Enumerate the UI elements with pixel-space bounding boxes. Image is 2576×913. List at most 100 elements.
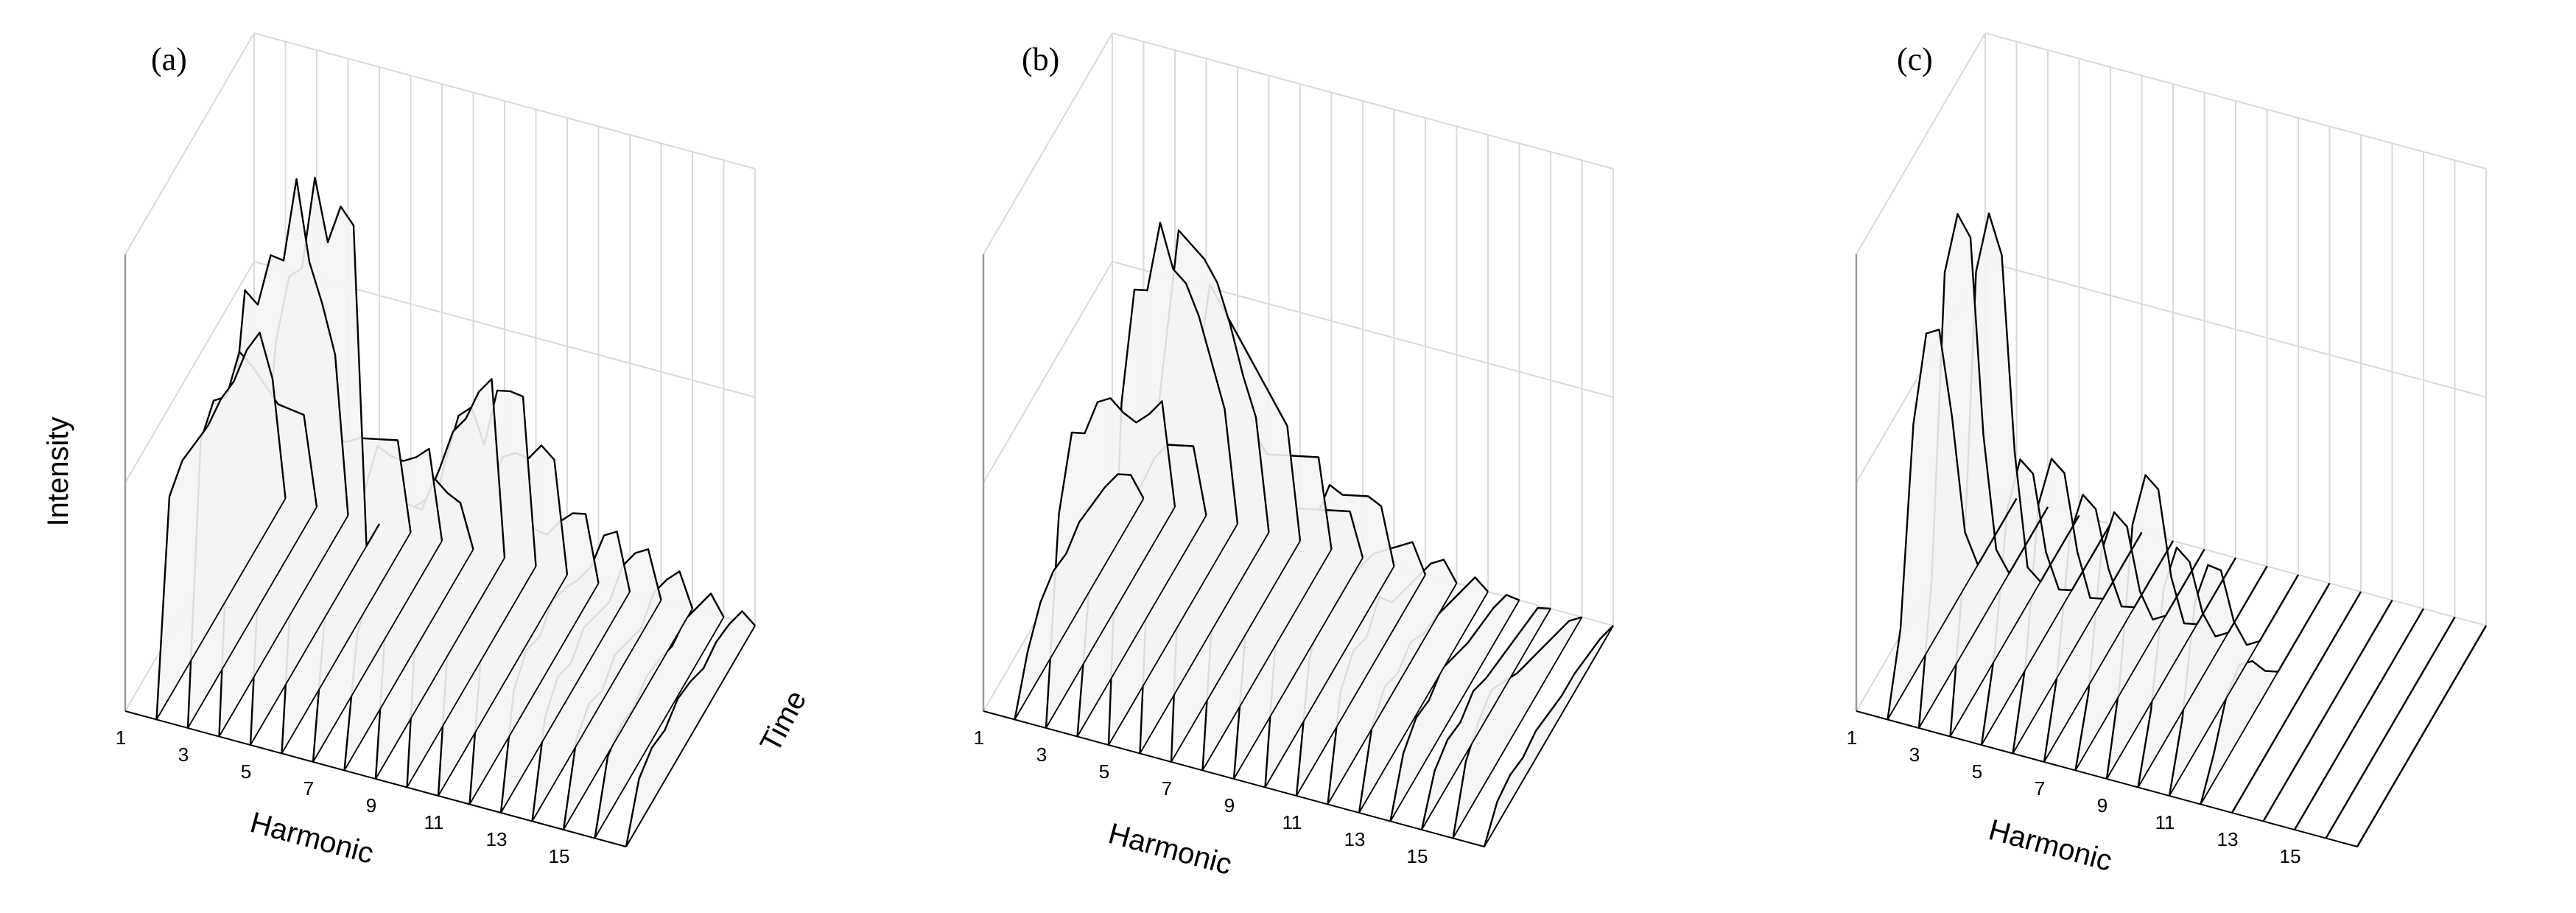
x-tick-label: 9 [2097, 794, 2108, 816]
x-tick-label: 7 [303, 777, 314, 800]
series-fill [594, 593, 724, 839]
floor-line [1389, 600, 1520, 822]
floor-line [2169, 574, 2299, 797]
series-line [1420, 606, 1551, 830]
x-tick-label: 3 [1909, 744, 1920, 766]
floor-line [468, 583, 600, 805]
floor-line [2074, 549, 2205, 771]
floor-line [1421, 608, 1551, 830]
gridline [1984, 261, 2487, 398]
floor-line [2231, 591, 2362, 814]
floor-line [312, 540, 443, 763]
series-line [1389, 594, 1520, 822]
series-group [155, 176, 756, 847]
x-tick-label: 7 [1162, 777, 1172, 800]
gridline [1856, 32, 1986, 255]
series-line [625, 610, 756, 847]
floor-line [281, 532, 412, 754]
floor-line [1358, 591, 1489, 814]
x-tick-label: 3 [178, 744, 189, 766]
floor-line [2200, 583, 2331, 805]
chart-panel-a: (a) Intensity Harmonic Time 1 3 5 7 9 11 13 15 [0, 0, 858, 913]
series-line [1014, 473, 1145, 720]
x-axis-title: Harmonic [1985, 814, 2116, 878]
x-tick-label: 3 [1036, 744, 1047, 766]
x-axis-title: Harmonic [1105, 817, 1235, 881]
series-fill [2012, 458, 2142, 754]
floor-line [2356, 625, 2487, 847]
series-fill [1077, 444, 1207, 737]
series-fill [156, 332, 286, 720]
series-fill [1359, 577, 1488, 813]
series-line [1483, 625, 1614, 847]
x-tick-label: 13 [486, 828, 508, 850]
gridline [983, 261, 1113, 483]
x-tick-label: 15 [2280, 845, 2301, 867]
gridline [124, 261, 255, 483]
floor-line [1918, 506, 2049, 729]
z-axis-title: Intensity [42, 417, 74, 527]
gridline [1112, 32, 1614, 169]
floor-line [1108, 523, 1238, 746]
y-axis-title: Time [754, 685, 813, 758]
series-fill [532, 549, 661, 822]
series-fill [626, 611, 755, 847]
series-fill [564, 571, 692, 830]
gridline [983, 32, 1113, 255]
series-fill [1046, 398, 1175, 728]
x-tick-label: 5 [1099, 760, 1109, 783]
floor-line [1296, 574, 1426, 797]
floor-line [2294, 608, 2424, 830]
floor-line [1981, 523, 2111, 746]
floor-line [2262, 600, 2393, 822]
floor-line [1045, 506, 1176, 729]
x-tick-label: 11 [2155, 811, 2175, 833]
floor-line [2043, 540, 2174, 763]
x-tick-label: 9 [1224, 794, 1235, 816]
series-fill [1390, 595, 1520, 822]
x-tick-label: 11 [424, 811, 444, 833]
floor-line [1887, 498, 2018, 720]
floor-line [500, 591, 631, 814]
series-fill [1014, 474, 1144, 720]
series-fill [2107, 475, 2236, 779]
x-tick-label: 15 [1407, 845, 1428, 867]
x-tick-label: 15 [549, 845, 570, 867]
panel-label-b: (b) [1022, 41, 1059, 77]
series-fill [1327, 559, 1457, 805]
series-fill [344, 478, 474, 771]
floor-line [1076, 515, 1207, 737]
x-tick-label: 5 [241, 760, 251, 783]
floor-line [375, 557, 505, 780]
floor-line [1264, 566, 1395, 788]
floor-line [2137, 566, 2268, 788]
x-tick-label: 1 [1847, 727, 1857, 749]
floor-line [155, 498, 287, 720]
gridline [1984, 32, 2487, 169]
series-fill [501, 531, 630, 813]
panel-label-c: (c) [1897, 41, 1933, 77]
series-line [1107, 221, 1239, 746]
series-line [155, 332, 287, 720]
floor-line [1452, 617, 1583, 839]
x-tick-label: 11 [1282, 811, 1302, 833]
floor-line [625, 625, 756, 847]
floor-line [218, 515, 349, 737]
x-axis-title: Harmonic [247, 806, 377, 870]
series-line [218, 178, 349, 737]
series-group [1014, 221, 1614, 847]
gridline [124, 32, 255, 255]
floor-line [406, 566, 537, 788]
x-tick-label: 1 [116, 727, 126, 749]
series-line [1045, 397, 1176, 729]
x-tick-label: 9 [366, 794, 376, 816]
floor-line [2106, 557, 2236, 780]
series-fill [1887, 329, 2017, 720]
floor-line [1014, 498, 1145, 720]
floor-line [2325, 617, 2456, 839]
